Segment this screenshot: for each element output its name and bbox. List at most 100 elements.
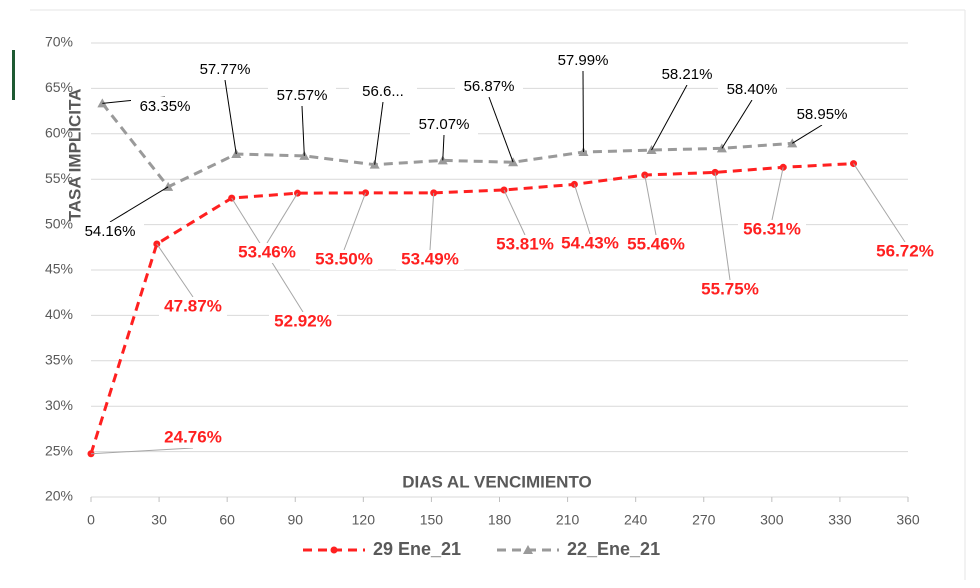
leader-line	[791, 124, 823, 144]
data-label: 58.95%	[797, 106, 848, 123]
data-label: 54.43%	[561, 233, 619, 252]
y-tick-label: 60%	[45, 125, 73, 141]
leader-line	[573, 184, 591, 235]
data-label: 58.21%	[662, 66, 713, 83]
label-background	[696, 280, 764, 300]
label-background	[410, 115, 478, 135]
data-label: 53.49%	[401, 249, 459, 268]
x-tick-label: 360	[896, 512, 920, 528]
leader-line	[644, 174, 657, 236]
y-tick-label: 35%	[45, 352, 73, 368]
x-tick-label: 330	[828, 512, 852, 528]
label-background	[738, 220, 806, 240]
data-label: 54.16%	[85, 223, 136, 240]
data-label: 53.46%	[238, 242, 296, 261]
data-label: 57.99%	[558, 52, 609, 69]
label-background	[131, 97, 199, 117]
y-tick-label: 25%	[45, 442, 73, 458]
series-line	[89, 162, 854, 455]
legend-label: 22_Ene_21	[567, 539, 660, 559]
leader-line	[429, 192, 435, 251]
legend-marker	[330, 546, 338, 554]
label-background	[159, 297, 227, 317]
leader-line	[721, 99, 753, 149]
series-line	[101, 102, 793, 189]
x-tick-label: 90	[287, 512, 303, 528]
x-axis-title: DIAS AL VENCIMIENTO	[402, 472, 592, 491]
label-background	[622, 235, 690, 255]
leader-line	[374, 101, 384, 165]
data-label: 55.46%	[627, 234, 685, 253]
label-background	[76, 222, 144, 242]
label-background	[455, 77, 523, 97]
data-label: 24.76%	[164, 427, 222, 446]
leader-line	[266, 192, 298, 244]
y-tick-label: 70%	[45, 34, 73, 50]
data-label: 56.31%	[743, 219, 801, 238]
label-background	[788, 105, 856, 125]
label-background	[191, 60, 259, 80]
label-background	[556, 234, 624, 254]
leader-line	[343, 192, 367, 251]
leader-line	[90, 447, 194, 455]
leader-line	[301, 105, 305, 156]
data-label: 57.77%	[200, 61, 251, 78]
leader-line	[442, 134, 445, 161]
label-background	[396, 250, 464, 270]
legend-marker	[523, 545, 533, 554]
data-label: 47.87%	[164, 296, 222, 315]
data-label: 56.72%	[876, 241, 934, 260]
leader-line	[488, 96, 514, 163]
leader-line	[503, 189, 526, 236]
x-tick-label: 180	[488, 512, 512, 528]
legend-label: 29 Ene_21	[373, 539, 461, 559]
y-tick-label: 45%	[45, 261, 73, 277]
data-label: 57.07%	[419, 116, 470, 133]
y-tick-label: 20%	[45, 488, 73, 504]
data-label: 63.35%	[140, 98, 191, 115]
leader-line	[714, 172, 731, 281]
y-tick-label: 55%	[45, 170, 73, 186]
data-label: 58.40%	[727, 81, 778, 98]
leader-line	[109, 186, 169, 223]
data-label: 55.75%	[701, 279, 759, 298]
leader-line	[853, 163, 906, 243]
label-background	[310, 250, 378, 270]
label-background	[159, 428, 227, 448]
x-tick-label: 270	[692, 512, 716, 528]
data-label: 52.92%	[274, 311, 332, 330]
label-background	[491, 235, 559, 255]
data-label: 56.87%	[464, 78, 515, 95]
x-tick-label: 300	[760, 512, 784, 528]
leader-line	[771, 167, 784, 221]
label-background	[871, 242, 939, 262]
y-axis-title: TASA IMPLICITA	[65, 89, 84, 222]
label-background	[268, 86, 336, 106]
x-tick-label: 240	[624, 512, 648, 528]
leader-line	[651, 84, 688, 151]
y-tick-label: 65%	[45, 79, 73, 95]
leader-line	[156, 243, 194, 298]
y-tick-label: 30%	[45, 397, 73, 413]
x-tick-label: 30	[151, 512, 167, 528]
data-label: 57.57%	[277, 87, 328, 104]
sheet-marker	[12, 50, 15, 100]
data-label: 53.50%	[315, 249, 373, 268]
y-tick-label: 50%	[45, 215, 73, 231]
x-tick-label: 150	[420, 512, 444, 528]
label-background	[349, 82, 417, 102]
x-tick-label: 0	[87, 512, 95, 528]
x-tick-label: 210	[556, 512, 580, 528]
y-tick-label: 40%	[45, 306, 73, 322]
label-background	[653, 65, 721, 85]
leader-line	[224, 79, 237, 155]
label-background	[233, 243, 301, 263]
data-label: 56.6...	[362, 83, 404, 100]
x-tick-label: 60	[219, 512, 235, 528]
label-background	[718, 80, 786, 100]
label-background	[269, 312, 337, 332]
label-background	[549, 51, 617, 71]
data-label: 53.81%	[496, 234, 554, 253]
x-tick-label: 120	[352, 512, 376, 528]
